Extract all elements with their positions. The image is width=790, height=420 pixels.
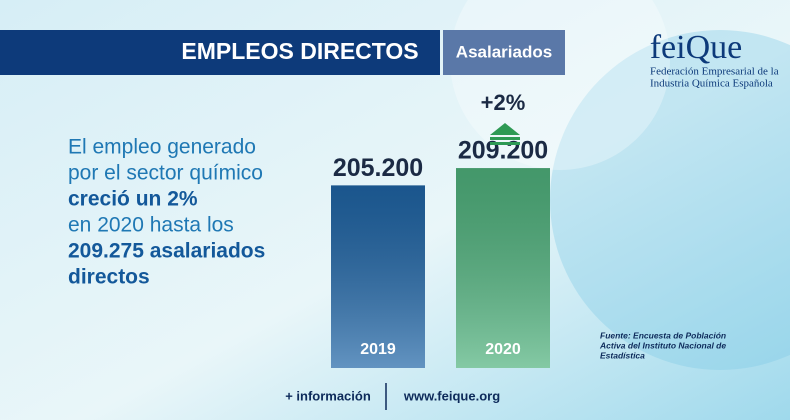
up-arrow bbox=[490, 142, 520, 145]
source-line: Activa del Instituto Nacional de bbox=[599, 340, 726, 350]
value-label: 205.200 bbox=[333, 154, 423, 182]
paragraph-line: El empleo generado bbox=[68, 136, 256, 159]
up-arrow bbox=[490, 137, 520, 140]
paragraph-line: creció un 2% bbox=[68, 188, 198, 211]
logo-line: Industria Química Española bbox=[650, 78, 773, 90]
source-line: Estadística bbox=[600, 350, 645, 360]
more-info[interactable]: + información bbox=[285, 388, 371, 403]
chart: 205.200 2019 209.200 2020 +2% bbox=[331, 90, 550, 368]
source-line: Fuente: Encuesta de Población bbox=[600, 330, 726, 340]
logo-name: feiQue bbox=[650, 29, 743, 66]
category-label: 2019 bbox=[360, 341, 396, 358]
chart-subtitle: Asalariados bbox=[456, 42, 552, 61]
website[interactable]: www.feique.org bbox=[403, 388, 500, 403]
subtitle-band bbox=[443, 30, 565, 75]
decoration bbox=[550, 30, 790, 370]
bar-shade bbox=[456, 168, 550, 368]
category-label: 2020 bbox=[485, 341, 521, 358]
title-band bbox=[0, 30, 440, 75]
paragraph-line: directos bbox=[68, 266, 150, 289]
up-arrow bbox=[490, 123, 520, 135]
paragraph-line: 209.275 asalariados bbox=[68, 240, 265, 263]
logo-line: Federación Empresarial de la bbox=[650, 66, 779, 78]
paragraph-line: en 2020 hasta los bbox=[68, 214, 234, 237]
paragraph: El empleo generado por el sector químico c… bbox=[68, 136, 265, 289]
chart-title: EMPLEOS DIRECTOS bbox=[181, 38, 418, 64]
bar-shade bbox=[331, 185, 425, 368]
annotation: +2% bbox=[481, 90, 526, 115]
value-label: 209.200 bbox=[458, 137, 548, 165]
paragraph-line: por el sector químico bbox=[68, 162, 263, 185]
